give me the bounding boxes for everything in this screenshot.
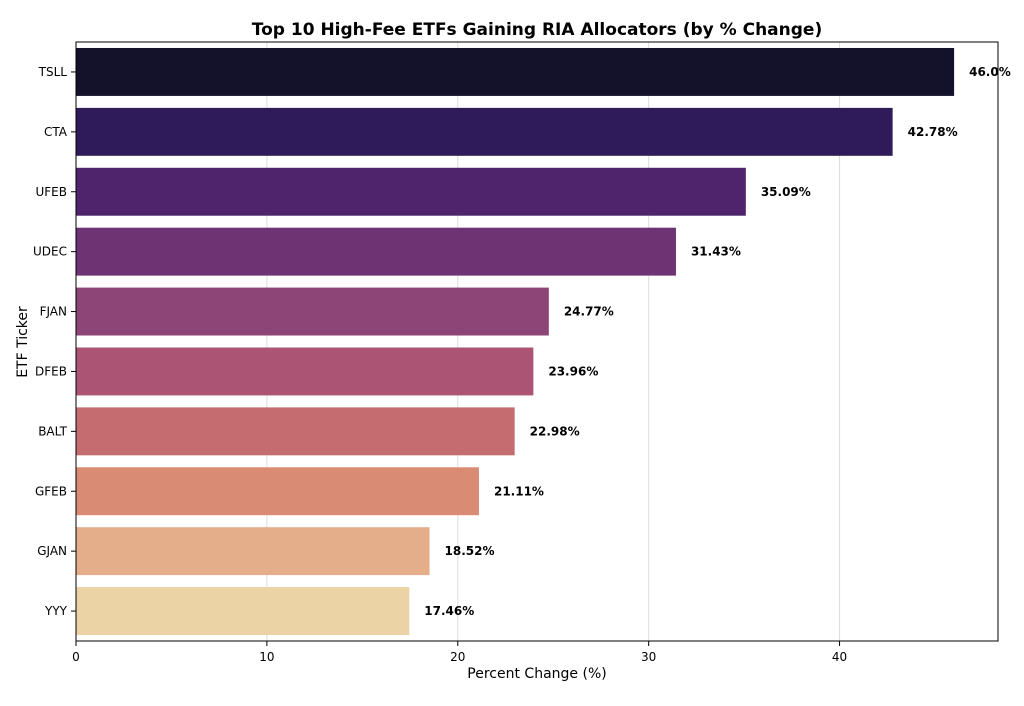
y-tick-label-yyy: YYY: [44, 604, 68, 618]
bar-tsll: [76, 47, 955, 96]
y-tick-label-ufeb: UFEB: [36, 185, 68, 199]
y-tick-label-gfeb: GFEB: [35, 484, 67, 498]
plot-frame: [75, 41, 999, 642]
x-tick-label: 20: [450, 650, 465, 664]
y-axis-label: ETF Ticker: [15, 306, 31, 378]
data-label-yyy: 17.46%: [424, 604, 474, 618]
data-label-dfeb: 23.96%: [548, 364, 598, 378]
bar-yyy: [76, 587, 410, 636]
x-tick-label: 0: [72, 650, 80, 664]
data-label-balt: 22.98%: [530, 424, 580, 438]
data-label-fjan: 24.77%: [564, 305, 614, 319]
bar-dfeb: [76, 347, 534, 396]
data-label-udec: 31.43%: [691, 245, 741, 259]
x-axis-label: Percent Change (%): [467, 666, 606, 682]
y-tick-label-udec: UDEC: [33, 245, 67, 259]
y-axis-ticks: TSLL CTA UFEB UDEC FJAN DFEB BALT GFEB GJAN YYY: [33, 65, 76, 618]
y-tick-label-gjan: GJAN: [37, 544, 67, 558]
y-tick-label-balt: BALT: [38, 424, 67, 438]
bar-udec: [76, 227, 676, 276]
x-tick-label: 10: [259, 650, 274, 664]
y-tick-label-dfeb: DFEB: [35, 364, 67, 378]
bar-gjan: [76, 527, 430, 576]
chart-title: Top 10 High-Fee ETFs Gaining RIA Allocat…: [252, 20, 822, 40]
x-tick-label: 40: [832, 650, 847, 664]
bar-gfeb: [76, 467, 479, 516]
data-labels: 46.0% 42.78% 35.09% 31.43% 24.77% 23.96% 22.98…: [424, 65, 1010, 618]
bar-fjan: [76, 287, 549, 336]
bars: [76, 47, 955, 636]
bar-cta: [76, 107, 893, 156]
bar-balt: [76, 407, 515, 456]
data-label-tsll: 46.0%: [969, 65, 1011, 79]
y-tick-label-cta: CTA: [44, 125, 68, 139]
data-label-gfeb: 21.11%: [494, 484, 544, 498]
data-label-cta: 42.78%: [908, 125, 958, 139]
y-tick-label-fjan: FJAN: [40, 305, 67, 319]
bar-ufeb: [76, 167, 746, 216]
y-tick-label-tsll: TSLL: [38, 65, 68, 79]
data-label-gjan: 18.52%: [445, 544, 495, 558]
x-tick-label: 30: [641, 650, 656, 664]
x-axis-ticks: 0 10 20 30 40: [72, 641, 847, 664]
data-label-ufeb: 35.09%: [761, 185, 811, 199]
